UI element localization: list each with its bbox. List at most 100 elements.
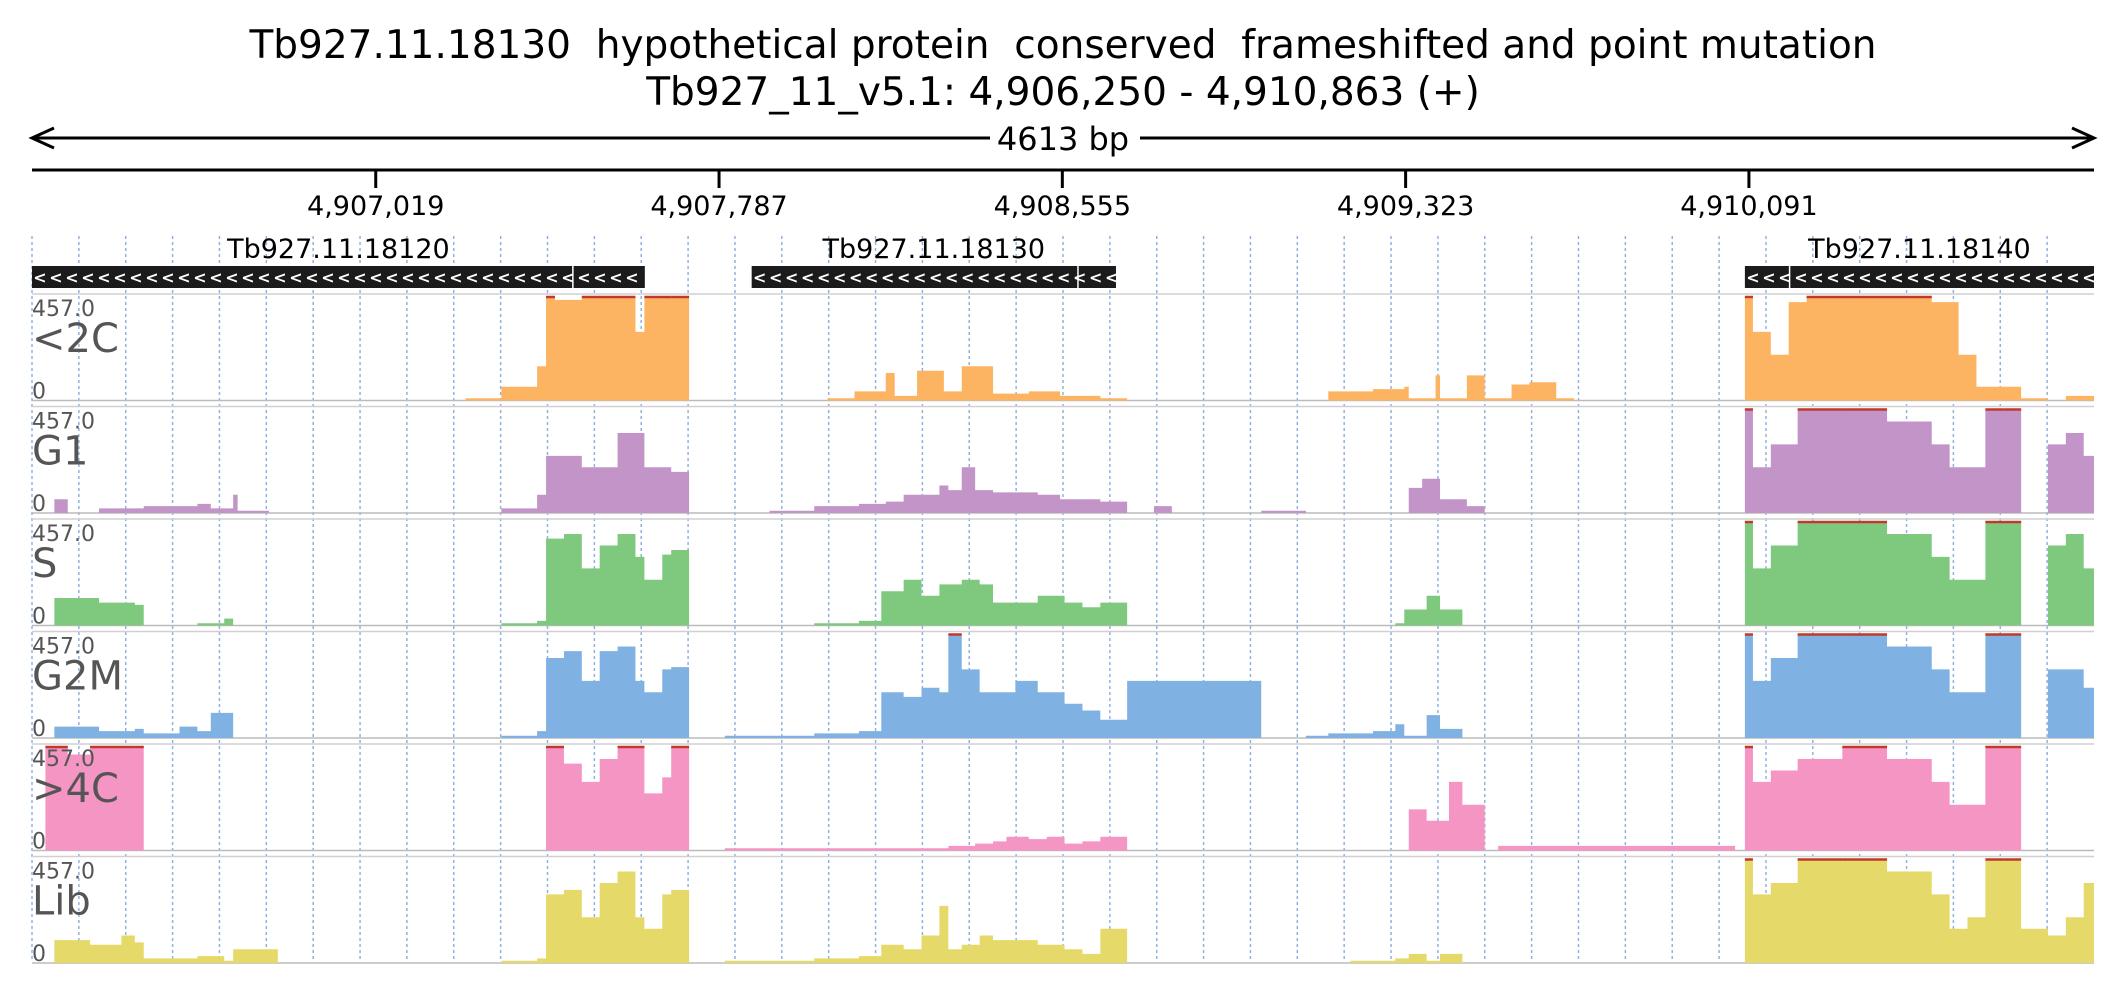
gene-strand-arrow: < xyxy=(1986,268,1999,287)
gene-strand-arrow: < xyxy=(1794,268,1807,287)
gene-strand-arrow: < xyxy=(881,268,894,287)
gene-strand-arrow: < xyxy=(481,268,494,287)
gene-strand-arrow: < xyxy=(1922,268,1935,287)
gene-body xyxy=(751,266,1116,288)
gene-strand-arrow: < xyxy=(417,268,430,287)
gene-strand-arrow: < xyxy=(1746,268,1759,287)
track-max-label: 457.0 xyxy=(32,522,95,547)
gene-strand-arrow: < xyxy=(961,268,974,287)
gene-strand-arrow: < xyxy=(609,268,622,287)
gene-strand-arrow: < xyxy=(801,268,814,287)
gene-strand-arrow: < xyxy=(2082,268,2095,287)
gene-strand-arrow: < xyxy=(1938,268,1951,287)
gene-strand-arrow: < xyxy=(913,268,926,287)
gene-strand-arrow: < xyxy=(529,268,542,287)
track-name: G2M xyxy=(32,654,123,700)
ruler-ticks: 4,907,019 4,907,787 4,908,555 4,909,323 4,91… xyxy=(307,170,1818,222)
gene-strand-arrow: < xyxy=(1057,268,1070,287)
track-max-label: 457.0 xyxy=(32,747,95,772)
track-name: G1 xyxy=(32,429,88,475)
gene-strand-arrow: < xyxy=(209,268,222,287)
tracks-layer: 457.0<2C0457.0G10457.0S0457.0G2M0457.0>4… xyxy=(32,293,2094,967)
span-label: 4613 bp xyxy=(997,120,1129,158)
gene-strand-arrow: < xyxy=(497,268,510,287)
region-subtitle: Tb927_11_v5.1: 4,906,250 - 4,910,863 (+) xyxy=(646,70,1480,115)
gene-strand-arrow: < xyxy=(2002,268,2015,287)
gene-strand-arrow: < xyxy=(2034,268,2047,287)
gene-strand-arrow: < xyxy=(369,268,382,287)
gene-strand-arrow: < xyxy=(289,268,302,287)
gene-strand-arrow: < xyxy=(545,268,558,287)
track-4: 457.0>4C 0 xyxy=(32,743,2094,855)
gene-strand-arrow: < xyxy=(113,268,126,287)
gene-strand-arrow: < xyxy=(1778,268,1791,287)
gene-track: Tb927.11.18120< < < < < < < < < < < < < < < < < < < < < < < < < <… xyxy=(32,234,2096,288)
track-min-label: 0 xyxy=(32,830,46,855)
gene-strand-arrow: < xyxy=(2018,268,2031,287)
span-arrow-right xyxy=(2071,126,2098,150)
gene-strand-arrow: < xyxy=(273,268,286,287)
gene-strand-arrow: < xyxy=(129,268,142,287)
coverage-area xyxy=(32,408,2094,513)
gene-strand-arrow: < xyxy=(1025,268,1038,287)
gene-strand-arrow: < xyxy=(2066,268,2079,287)
coverage-area xyxy=(32,521,2094,626)
gene-strand-arrow: < xyxy=(1970,268,1983,287)
axis-layer: 4613 bp 4,907,019 4,907,787 4,908,555 4,909… xyxy=(28,120,2098,222)
gene-strand-arrow: < xyxy=(1762,268,1775,287)
gene-strand-arrow: < xyxy=(257,268,270,287)
gene: Tb927.11.18130< < < < < < < < < < < < < < < < < < < < < < < xyxy=(751,234,1118,288)
gene-label: Tb927.11.18140 xyxy=(1807,234,2031,265)
gene-strand-arrow: < xyxy=(465,268,478,287)
gene-body xyxy=(1744,266,2094,288)
coverage-area xyxy=(32,296,2094,401)
gene-strand-arrow: < xyxy=(193,268,206,287)
gene-label: Tb927.11.18130 xyxy=(822,234,1046,265)
gene-strand-arrow: < xyxy=(1105,268,1118,287)
gene-strand-arrow: < xyxy=(81,268,94,287)
ruler-tick-label: 4,907,787 xyxy=(650,191,787,222)
track-0: 457.0<2C 0 xyxy=(32,293,2094,405)
gene-strand-arrow: < xyxy=(833,268,846,287)
span-arrow-left xyxy=(28,126,55,150)
gene-strand-arrow: < xyxy=(337,268,350,287)
gene-label: Tb927.11.18120 xyxy=(226,234,450,265)
gene-strand-arrow: < xyxy=(1906,268,1919,287)
ruler-tick-label: 4,907,019 xyxy=(307,191,444,222)
gene-strand-arrow: < xyxy=(433,268,446,287)
gene-strand-arrow: < xyxy=(385,268,398,287)
gene-strand-arrow: < xyxy=(321,268,334,287)
gene-strand-arrow: < xyxy=(1073,268,1086,287)
gene-strand-arrow: < xyxy=(1858,268,1871,287)
gene-strand-arrow: < xyxy=(945,268,958,287)
gene-strand-arrow: < xyxy=(241,268,254,287)
gene-strand-arrow: < xyxy=(577,268,590,287)
track-min-label: 0 xyxy=(32,380,46,405)
track-name: S xyxy=(32,541,57,587)
gene-strand-arrow: < xyxy=(897,268,910,287)
gene-body xyxy=(32,266,645,288)
gene-strand-arrow: < xyxy=(1041,268,1054,287)
gene-strand-arrow: < xyxy=(1810,268,1823,287)
gene-title: Tb927.11.18130 hypothetical protein cons… xyxy=(249,23,1877,68)
gene-strand-arrow: < xyxy=(1954,268,1967,287)
gene-strand-arrow: < xyxy=(1842,268,1855,287)
gene-strand-arrow: < xyxy=(753,268,766,287)
track-max-label: 457.0 xyxy=(32,410,95,435)
gene-strand-arrow: < xyxy=(161,268,174,287)
ruler-tick-label: 4,908,555 xyxy=(994,191,1131,222)
track-min-label: 0 xyxy=(32,605,46,630)
gene-strand-arrow: < xyxy=(2050,268,2063,287)
gene-strand-arrow: < xyxy=(177,268,190,287)
gene-strand-arrow: < xyxy=(145,268,158,287)
gene-strand-arrow: < xyxy=(561,268,574,287)
track-max-label: 457.0 xyxy=(32,635,95,660)
gene-strand-arrow: < xyxy=(65,268,78,287)
gene-strand-arrow: < xyxy=(33,268,46,287)
gene-strand-arrow: < xyxy=(593,268,606,287)
gene-strand-arrow: < xyxy=(817,268,830,287)
coverage-area xyxy=(32,858,2094,963)
